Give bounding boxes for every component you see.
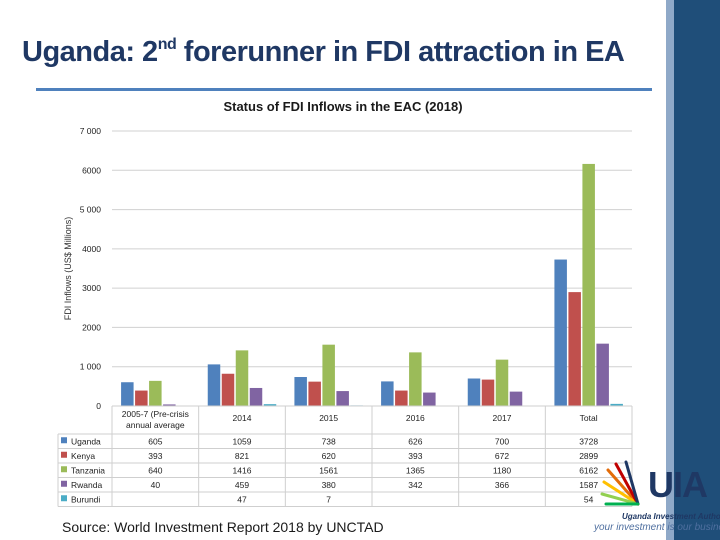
logo-org-name: Uganda Investment Authority [622, 512, 720, 521]
data-label: 1365 [406, 465, 425, 475]
data-label: 366 [495, 480, 509, 490]
uia-emblem-icon [600, 460, 640, 506]
data-label: 7 [326, 494, 331, 504]
category-label-line2: annual average [126, 420, 185, 430]
legend-swatch-burundi [61, 495, 67, 502]
bar-tanzania [322, 344, 335, 406]
data-label: 1416 [233, 465, 252, 475]
y-tick-label: 1 000 [80, 362, 102, 372]
y-tick-label: 2000 [82, 322, 101, 332]
bar-kenya [568, 292, 581, 406]
uia-logo: UIA Uganda Investment Authority your inv… [592, 458, 720, 538]
category-label: 2014 [233, 413, 252, 423]
bar-kenya [135, 390, 148, 406]
data-label: 1561 [319, 465, 338, 475]
category-label: 2016 [406, 413, 425, 423]
data-label: 393 [148, 451, 162, 461]
legend-label-tanzania: Tanzania [71, 465, 105, 475]
data-label: 672 [495, 451, 509, 461]
data-label: 605 [148, 436, 162, 446]
y-axis-label: FDI Inflows (US$ Millions) [63, 217, 73, 321]
legend-swatch-kenya [61, 451, 67, 458]
logo-tagline: your investment is our business [594, 522, 720, 533]
bar-rwanda [423, 392, 436, 406]
data-label: 54 [584, 494, 594, 504]
category-label: 2015 [319, 413, 338, 423]
data-label: 40 [151, 480, 161, 490]
legend-label-uganda: Uganda [71, 436, 101, 446]
data-label: 626 [408, 436, 422, 446]
bar-uganda [207, 364, 221, 406]
data-label: 459 [235, 480, 249, 490]
bar-uganda [467, 378, 481, 406]
data-label: 640 [148, 465, 162, 475]
category-label: 2017 [493, 413, 512, 423]
data-label: 1059 [233, 436, 252, 446]
category-label: Total [580, 413, 598, 423]
data-label: 821 [235, 451, 249, 461]
legend-swatch-uganda [61, 437, 67, 444]
bar-tanzania [149, 380, 162, 406]
legend-label-rwanda: Rwanda [71, 480, 102, 490]
bar-tanzania [495, 359, 509, 406]
title-rest: forerunner in FDI attraction in EA [176, 36, 625, 68]
y-tick-label: 3000 [82, 283, 101, 293]
legend-label-burundi: Burundi [71, 494, 100, 504]
logo-wordmark: UIA [648, 464, 708, 505]
bar-rwanda [596, 343, 609, 406]
chart-title: Status of FDI Inflows in the EAC (2018) [223, 99, 462, 114]
data-label: 738 [322, 436, 336, 446]
right-decor-stripe [666, 0, 674, 540]
bar-uganda [294, 377, 307, 406]
y-tick-label: 5 000 [80, 205, 102, 215]
title-sup: nd [157, 36, 177, 53]
bar-burundi [610, 403, 623, 406]
data-label: 2899 [579, 451, 598, 461]
bar-tanzania [582, 163, 595, 406]
legend-swatch-tanzania [61, 466, 67, 473]
y-tick-label: 4000 [82, 244, 101, 254]
bar-kenya [221, 373, 235, 406]
legend-swatch-rwanda [61, 480, 67, 487]
data-label: 342 [408, 480, 422, 490]
data-label: 1587 [579, 480, 598, 490]
bar-tanzania [409, 352, 422, 406]
bar-kenya [481, 379, 495, 406]
category-label-line1: 2005-7 (Pre-crisis [122, 409, 189, 419]
bar-burundi [263, 404, 277, 406]
bar-tanzania [235, 350, 249, 406]
y-tick-label: 6000 [82, 165, 101, 175]
slide-title: Uganda: 2nd forerunner in FDI attraction… [22, 36, 662, 69]
data-label: 47 [237, 494, 247, 504]
bar-rwanda [509, 391, 523, 406]
bar-rwanda [249, 387, 263, 406]
source-note: Source: World Investment Report 2018 by … [62, 519, 384, 535]
bar-uganda [554, 259, 567, 406]
data-label: 620 [322, 451, 336, 461]
bar-kenya [308, 381, 321, 406]
bar-uganda [121, 382, 134, 406]
bar-rwanda [163, 404, 176, 406]
right-decor-bar [666, 0, 720, 540]
y-tick-label: 7 000 [80, 126, 102, 136]
bar-rwanda [336, 391, 349, 406]
data-label: 700 [495, 436, 509, 446]
bar-uganda [381, 381, 394, 406]
data-label: 380 [322, 480, 336, 490]
data-label: 1180 [493, 465, 512, 475]
bar-kenya [395, 390, 408, 406]
data-label: 3728 [579, 436, 598, 446]
title-main: Uganda: 2 [22, 36, 158, 68]
legend-label-kenya: Kenya [71, 451, 95, 461]
data-label: 6162 [579, 465, 598, 475]
y-tick-label: 0 [96, 401, 101, 411]
title-divider [36, 88, 652, 91]
data-label: 393 [408, 451, 422, 461]
